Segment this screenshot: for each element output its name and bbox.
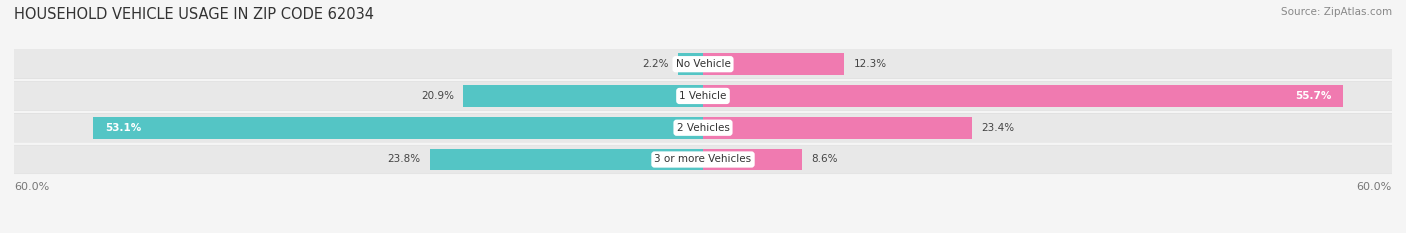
FancyBboxPatch shape — [14, 50, 1392, 79]
Text: 8.6%: 8.6% — [811, 154, 838, 164]
Text: 23.4%: 23.4% — [981, 123, 1014, 133]
FancyBboxPatch shape — [14, 145, 1392, 174]
FancyBboxPatch shape — [14, 113, 1392, 142]
Text: No Vehicle: No Vehicle — [675, 59, 731, 69]
Bar — [678, 53, 703, 75]
Text: 3 or more Vehicles: 3 or more Vehicles — [654, 154, 752, 164]
Bar — [703, 85, 1343, 107]
Text: 2.2%: 2.2% — [643, 59, 669, 69]
Bar — [703, 53, 844, 75]
Text: 23.8%: 23.8% — [388, 154, 420, 164]
Text: 12.3%: 12.3% — [853, 59, 887, 69]
Bar — [93, 117, 703, 139]
FancyBboxPatch shape — [14, 81, 1392, 110]
Bar — [463, 85, 703, 107]
FancyBboxPatch shape — [14, 82, 1392, 110]
Bar — [703, 117, 972, 139]
FancyBboxPatch shape — [14, 50, 1392, 79]
FancyBboxPatch shape — [14, 113, 1392, 142]
Text: 53.1%: 53.1% — [105, 123, 141, 133]
Text: 2 Vehicles: 2 Vehicles — [676, 123, 730, 133]
Text: 60.0%: 60.0% — [1357, 182, 1392, 192]
Text: 1 Vehicle: 1 Vehicle — [679, 91, 727, 101]
Bar — [703, 149, 801, 170]
FancyBboxPatch shape — [14, 145, 1392, 174]
Text: HOUSEHOLD VEHICLE USAGE IN ZIP CODE 62034: HOUSEHOLD VEHICLE USAGE IN ZIP CODE 6203… — [14, 7, 374, 22]
Text: 20.9%: 20.9% — [420, 91, 454, 101]
Text: Source: ZipAtlas.com: Source: ZipAtlas.com — [1281, 7, 1392, 17]
Text: 55.7%: 55.7% — [1295, 91, 1331, 101]
Text: 60.0%: 60.0% — [14, 182, 49, 192]
Bar — [430, 149, 703, 170]
